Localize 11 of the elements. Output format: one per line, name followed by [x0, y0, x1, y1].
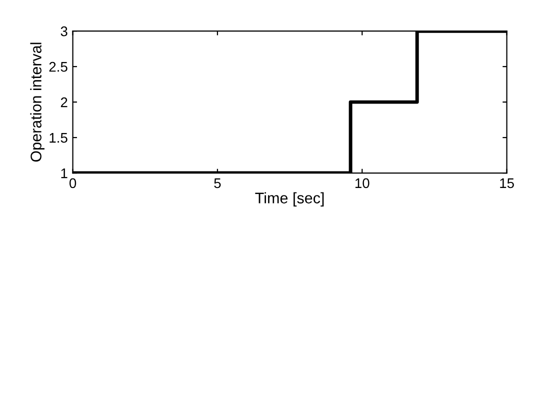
y-tick-label: 3: [60, 26, 68, 36]
x-tick-label: 5: [214, 178, 221, 188]
x-tick-label: 10: [355, 178, 370, 188]
y-tick-label: 2.5: [49, 62, 68, 72]
y-axis-title: Operation interval: [30, 42, 44, 162]
x-tick-label: 0: [69, 178, 76, 188]
y-tick-label: 2: [60, 97, 68, 108]
y-tick-label: 1.5: [50, 133, 68, 143]
x-axis-title: Time [sec]: [255, 192, 324, 206]
y-tick-label: 1: [61, 168, 68, 178]
x-tick-label: 15: [500, 178, 514, 188]
